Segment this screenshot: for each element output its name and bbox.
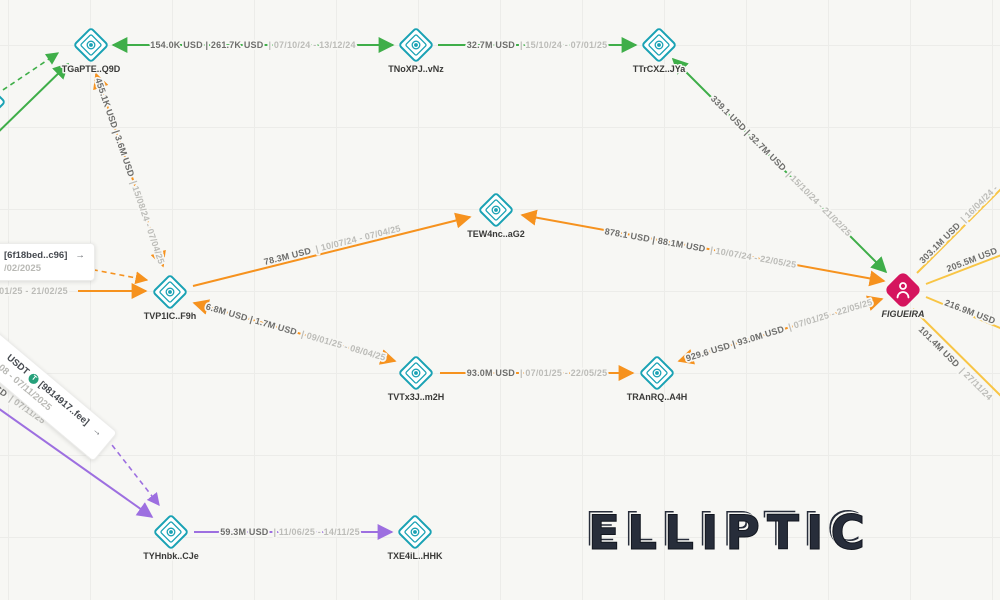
edge-dates: | 07/10/24 - 13/12/24: [268, 40, 355, 50]
edge-dates: | 10/07/24 - 22/05/25: [709, 245, 797, 270]
edge-amounts: 929.6 USD | 93.0M USD: [685, 324, 786, 364]
edge-amounts: 154.0K USD | 261.7K USD: [150, 40, 263, 50]
node-tgapte[interactable]: TGaPTE..Q9D: [60, 27, 122, 76]
node-label: TNoXPJ..vNz: [388, 64, 444, 74]
edge-offscreen-tgapte-dashed[interactable]: [0, 52, 60, 100]
edge-figueira-yellow-1[interactable]: [916, 178, 1000, 274]
edge-label[interactable]: 878.1 USD | 88.1M USD| 10/07/24 - 22/05/…: [602, 224, 799, 271]
node-tvtx3j[interactable]: TVTx3J..m2H: [386, 355, 446, 404]
node-figueira-entity[interactable]: FIGUEIRA: [880, 271, 926, 321]
node-clipped-left[interactable]: [0, 84, 6, 120]
edge-offscreen-tgapte-solid[interactable]: [0, 62, 70, 142]
annotation-card-6f18bed[interactable]: [6f18bed..c96] → /02/2025: [0, 243, 95, 281]
edge-amounts: 455.1K USD | 3.6M USD: [93, 77, 136, 179]
edge-figueira-yellow-2[interactable]: [925, 251, 1000, 285]
edge-dates: | 15/10/24 - 21/02/25: [785, 169, 854, 238]
edge-label[interactable]: 93.0M USD | 07/01/25 - 22/05/25: [465, 366, 609, 380]
arrow-icon: →: [90, 424, 105, 440]
edge-label[interactable]: 929.6 USD | 93.0M USD| 07/01/25 - 22/05/…: [683, 295, 875, 365]
edge-amounts: SD: [0, 383, 9, 399]
arrow-icon: →: [75, 250, 85, 261]
edge-dates: 07/01/25 - 21/02/25: [0, 286, 68, 296]
edge-label[interactable]: 101.4M USD| 27/11/24: [915, 323, 996, 404]
node-ttrcxz[interactable]: TTrCXZ..JYa: [631, 27, 688, 76]
edge-dates: | 07/01/25 - 22/05/25: [787, 297, 873, 332]
edge-dates: | 15/10/24 - 07/01/25: [520, 40, 607, 50]
person-icon: [896, 282, 910, 299]
edge-label[interactable]: 6.8M USD | 1.7M USD| 09/01/25 - 08/04/25: [203, 300, 389, 365]
edge-amounts: 303.1M USD: [917, 220, 962, 265]
edge-tvp1ic-tvtx3j[interactable]: [192, 299, 397, 365]
edge-amounts: 59.3M USD: [220, 527, 269, 537]
edge-label[interactable]: 216.9M USD: [942, 296, 999, 328]
edge-dates: | 15/08/24 - 07/04/25: [129, 180, 167, 266]
edge-amounts: 878.1 USD | 88.1M USD: [604, 226, 707, 254]
node-tnoxpj[interactable]: TNoXPJ..vNz: [387, 27, 446, 76]
edge-figueira-yellow-4[interactable]: [912, 308, 1000, 400]
edge-amounts: 78.3M USD: [263, 245, 313, 266]
node-tew4nc[interactable]: TEW4nc..aG2: [466, 192, 526, 241]
node-label: TRAnRQ..A4H: [627, 392, 688, 402]
node-label: TYHnbk..CJe: [143, 551, 199, 561]
edge-figueira-tranrq[interactable]: [677, 295, 884, 365]
edge-label[interactable]: 59.3M USD | 11/06/25 - 14/11/25: [218, 525, 361, 539]
edge-amounts: 93.0M USD: [467, 368, 516, 378]
node-tranrq[interactable]: TRAnRQ..A4H: [625, 355, 689, 404]
edge-amounts: 339.1 USD | 32.7M USD: [709, 94, 789, 174]
edge-label[interactable]: 154.0K USD | 261.7K USD | 07/10/24 - 13/1…: [149, 38, 358, 52]
edge-amounts: 101.4M USD: [917, 324, 962, 369]
edge-figueira-yellow-3[interactable]: [925, 296, 1000, 333]
annotation-hash: [6f18bed..c96]: [4, 250, 68, 261]
edge-label[interactable]: 07/01/25 - 21/02/25: [0, 284, 69, 298]
edge-label[interactable]: 455.1K USD | 3.6M USD| 15/08/24 - 07/04/…: [91, 75, 168, 267]
node-tvp1ic[interactable]: TVP1IC..F9h: [142, 274, 198, 323]
edge-tvp1ic-tew4nc[interactable]: [192, 212, 472, 287]
node-label: TTrCXZ..JYa: [633, 64, 687, 74]
edge-label[interactable]: 339.1 USD | 32.7M USD| 15/10/24 - 21/02/…: [707, 92, 855, 240]
node-tyhnbk[interactable]: TYHnbk..CJe: [142, 514, 200, 563]
node-label: TVP1IC..F9h: [144, 311, 197, 321]
node-label: TVTx3J..m2H: [388, 392, 445, 402]
edge-dates: | 10/07/24 - 07/04/25: [315, 223, 402, 254]
node-label: TXE4iL..HHK: [387, 551, 443, 561]
node-txe4il[interactable]: TXE4iL..HHK: [386, 514, 444, 563]
elliptic-logo: ELLIPTIC: [588, 506, 872, 562]
edge-dates: | 16/04/24 -: [959, 183, 1000, 224]
edge-figueira-tew4nc[interactable]: [520, 209, 886, 287]
edge-amounts: 32.7M USD: [467, 40, 516, 50]
node-label: TEW4nc..aG2: [467, 229, 525, 239]
edge-label[interactable]: 32.7M USD | 15/10/24 - 07/01/25: [465, 38, 609, 52]
edge-tgapte-tvp1ic[interactable]: [93, 72, 166, 268]
edge-offscreen-tyhnbk-solid[interactable]: [0, 401, 154, 518]
edge-amounts: 216.9M USD: [943, 298, 997, 327]
edge-amounts: 6.8M USD | 1.7M USD: [205, 302, 299, 338]
edge-dates: | 07/01/25 - 22/05/25: [520, 368, 607, 378]
node-label: TGaPTE..Q9D: [62, 64, 121, 74]
node-label: FIGUEIRA: [881, 309, 924, 319]
edge-note2-tyhnbk-dashed[interactable]: [100, 430, 160, 507]
edge-label[interactable]: 78.3M USD| 10/07/24 - 07/04/25: [261, 221, 403, 268]
edge-dates: | 09/01/25 - 08/04/25: [300, 329, 387, 363]
annotation-date: /02/2025: [4, 263, 41, 274]
entity-diamond: [886, 273, 920, 307]
edge-dates: | 11/06/25 - 14/11/25: [274, 527, 360, 537]
